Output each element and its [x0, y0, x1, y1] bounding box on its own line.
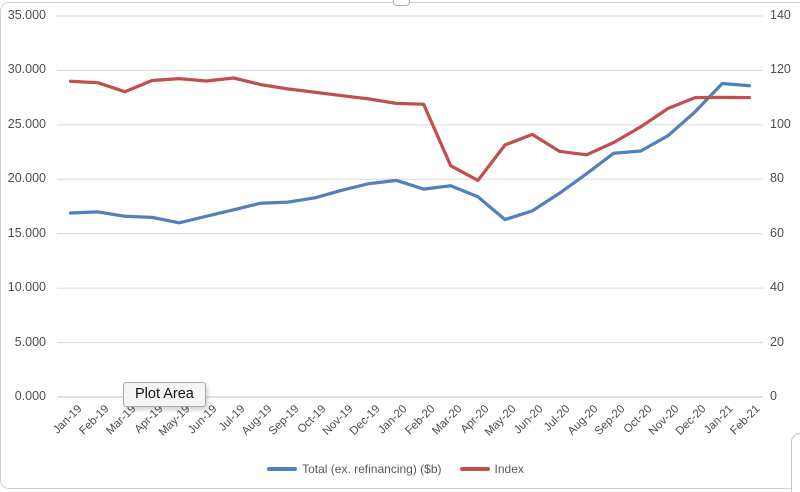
gridlines — [57, 15, 763, 398]
y-axis-right-tick-label[interactable]: 40 — [770, 280, 784, 295]
y-axis-right-tick-label[interactable]: 120 — [770, 62, 791, 77]
y-axis-right-tick-label[interactable]: 80 — [770, 171, 784, 186]
y-axis-left-tick-label[interactable]: 20.000 — [7, 171, 46, 186]
series-line-total[interactable] — [68, 81, 752, 225]
y-axis-left-tick-label[interactable]: 0.000 — [14, 389, 46, 403]
legend-item-total[interactable]: Total (ex. refinancing) ($b) — [267, 462, 442, 476]
legend-label: Total (ex. refinancing) ($b) — [302, 462, 442, 476]
y-axis-left-tick-label[interactable]: 35.000 — [7, 8, 46, 22]
legend-label: Index — [494, 462, 524, 476]
y-axis-right-tick-label[interactable]: 100 — [770, 116, 791, 131]
y-axis-left-tick-label[interactable]: 15.000 — [7, 225, 46, 240]
y-axis-left-tick-label[interactable]: 30.000 — [7, 62, 46, 77]
y-axis-right-tick-label[interactable]: 20 — [770, 334, 784, 349]
plot-area-tooltip: Plot Area — [123, 382, 206, 407]
series-line-index[interactable] — [68, 76, 752, 183]
legend-line-swatch — [267, 467, 298, 471]
y-axis-left-tick-label[interactable]: 25.000 — [7, 116, 46, 131]
y-axis-left-tick-label[interactable]: 10.000 — [7, 280, 46, 295]
y-axis-right-tick-label[interactable]: 0 — [770, 389, 777, 403]
chart-legend[interactable]: Total (ex. refinancing) ($b) Index — [0, 462, 791, 476]
y-axis-left-tick-label[interactable]: 5.000 — [14, 334, 46, 349]
y-axis-right-tick-label[interactable]: 140 — [770, 8, 791, 22]
plot-area-tooltip-label: Plot Area — [135, 386, 194, 402]
y-axis-right-tick-label[interactable]: 60 — [770, 225, 784, 240]
legend-item-index[interactable]: Index — [459, 462, 524, 476]
chart-resize-handle[interactable] — [393, 0, 410, 6]
adjacent-chart-corner[interactable] — [791, 433, 800, 492]
legend-line-swatch — [459, 467, 490, 471]
